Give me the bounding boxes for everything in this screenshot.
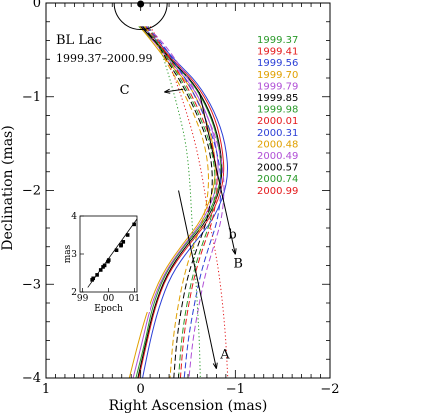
annotation-b: b	[228, 228, 236, 243]
date-range: 1999.37–2000.99	[56, 52, 152, 65]
inset-point	[102, 263, 107, 268]
legend-entry: 1999.85	[257, 93, 298, 104]
legend-entry: 1999.41	[257, 47, 298, 58]
inset-y-tick-label: 2	[71, 288, 77, 298]
legend-entry: 2000.57	[257, 163, 298, 174]
inset-point	[106, 258, 111, 262]
legend-entry: 2000.31	[257, 128, 298, 139]
inset-point	[121, 240, 126, 244]
inset-background	[60, 209, 150, 312]
jet-ridge-lines	[128, 26, 229, 379]
inset-y-label: mas	[63, 244, 73, 263]
direction-lines	[164, 88, 237, 369]
inset-point	[98, 268, 103, 272]
x-tick-label: −1	[226, 382, 245, 397]
series-line-2000.49	[146, 26, 225, 379]
inset-point	[95, 273, 99, 277]
inset-x-label: Epoch	[94, 304, 123, 314]
legend-entry: 2000.99	[257, 186, 298, 197]
series-line-2000.48	[144, 26, 209, 379]
legend-entry: 1999.70	[257, 70, 298, 81]
direction-line-B	[198, 91, 236, 255]
legend-entry: 1999.37	[257, 35, 298, 46]
inset-point	[114, 248, 119, 252]
inset-x-tick-label: 00	[103, 294, 115, 304]
source-name: BL Lac	[56, 33, 102, 48]
y-tick-label: −2	[22, 184, 41, 199]
series-line-2000.74	[147, 26, 201, 379]
y-axis-label: Declination (mas)	[0, 125, 16, 250]
inset-point	[125, 233, 130, 237]
arrowhead-B	[231, 248, 237, 255]
plot-frame: 1 0 −1 −2 0 −1 −2 −3 −4	[22, 0, 340, 397]
y-tick-label: −3	[22, 277, 41, 292]
annotations: CbB A	[120, 83, 243, 362]
direction-line-C	[164, 88, 184, 93]
series-line-1999.37	[135, 26, 222, 379]
arrowhead-A	[212, 362, 218, 369]
inset-plot: 99 00 01 2 3 4 Epoch mas	[60, 209, 150, 314]
series-line-1999.98	[143, 26, 216, 379]
legend-entry: 2000.74	[257, 174, 298, 185]
annotation-B: B	[233, 257, 243, 272]
x-tick-label: 1	[42, 382, 50, 397]
x-axis-label: Right Ascension (mas)	[109, 398, 268, 414]
inset-point	[132, 222, 136, 227]
annotation-C: C	[120, 83, 130, 98]
series-line-2000.57	[142, 26, 213, 379]
x-tick-label: −2	[320, 382, 339, 397]
series-line-1999.70	[128, 26, 216, 379]
direction-line-A	[178, 190, 217, 369]
series-line-1999.41	[138, 26, 225, 379]
arrowhead-C	[164, 88, 171, 94]
y-tick-label: −4	[22, 371, 41, 386]
x-tick-label: 0	[137, 382, 145, 397]
inset-point	[91, 276, 96, 281]
legend-entry: 1999.56	[257, 58, 298, 69]
y-tick-label: 0	[33, 0, 41, 11]
core-dot	[137, 0, 145, 8]
legend: 1999.371999.411999.561999.701999.791999.…	[257, 35, 298, 197]
legend-entry: 1999.98	[257, 105, 298, 116]
legend-entry: 1999.79	[257, 81, 298, 92]
inset-point	[119, 243, 123, 247]
y-tick-label: −1	[22, 90, 41, 105]
inset-y-tick-label: 3	[71, 250, 77, 260]
inset-x-tick-label: 99	[77, 294, 89, 304]
core-beam	[113, 2, 168, 30]
inset-x-tick-label: 01	[129, 294, 140, 304]
inset-y-tick-label: 4	[71, 212, 77, 222]
legend-entry: 2000.49	[257, 151, 298, 162]
annotation-A: A	[219, 348, 230, 363]
legend-entry: 2000.01	[257, 116, 298, 127]
series-line-2000.31	[145, 26, 222, 379]
series-line-1999.79	[132, 26, 219, 379]
legend-entry: 2000.48	[257, 139, 298, 150]
